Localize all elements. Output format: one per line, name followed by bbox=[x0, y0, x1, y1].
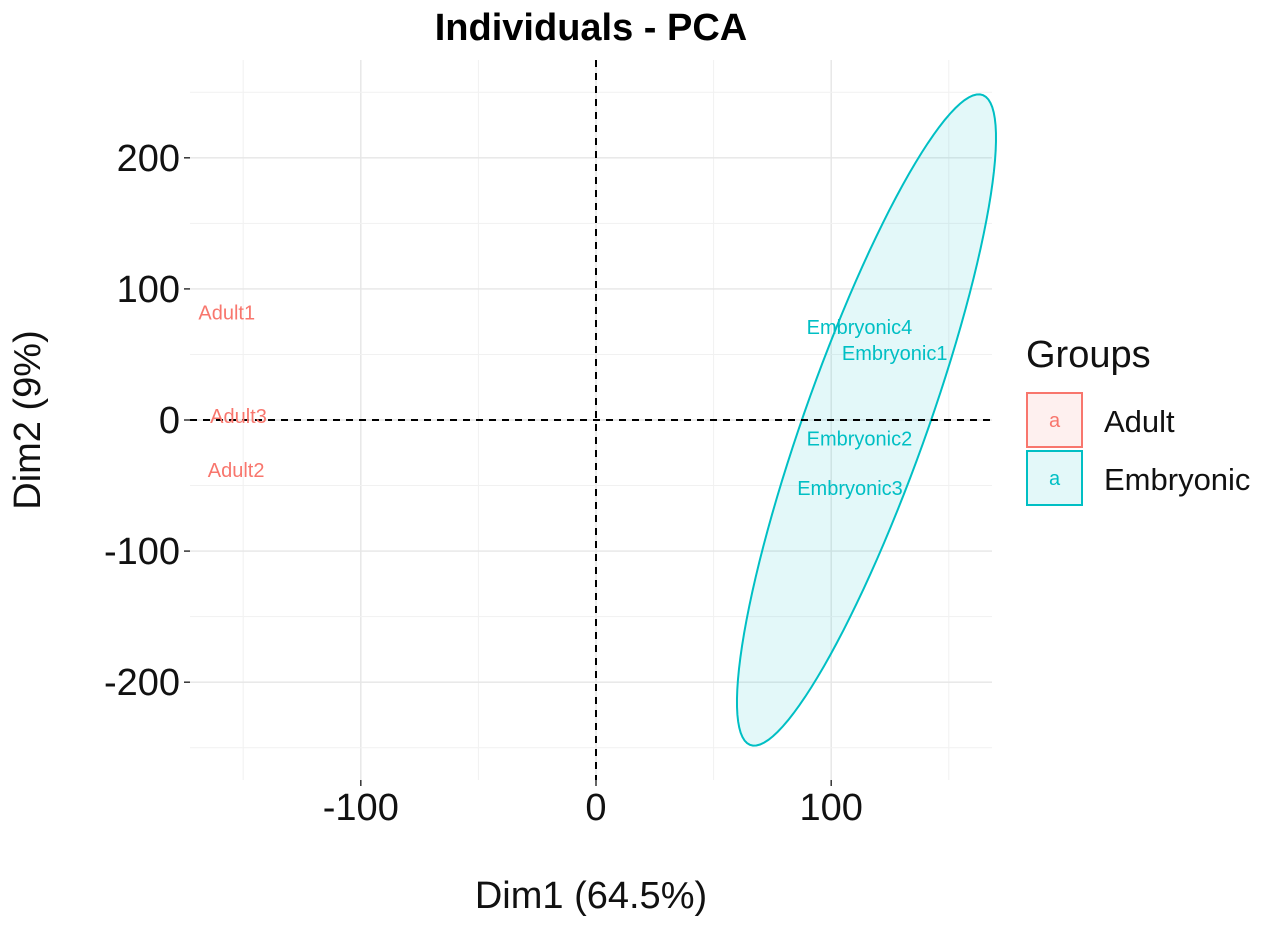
legend-label-embryonic: Embryonic bbox=[1104, 462, 1250, 497]
y-tick-label: 200 bbox=[117, 138, 180, 180]
point-label-adult3: Adult3 bbox=[210, 406, 267, 428]
point-label-adult1: Adult1 bbox=[198, 302, 255, 324]
legend-key-adult bbox=[1026, 392, 1083, 448]
x-tick-label: 100 bbox=[799, 787, 862, 829]
reference-lines bbox=[190, 60, 992, 780]
point-label-embryonic1: Embryonic1 bbox=[842, 343, 948, 365]
y-axis-label: Dim2 (9%) bbox=[7, 330, 49, 509]
point-labels: Adult1 Adult3 Adult2 Embryonic4 Embryonic1 Em… bbox=[198, 302, 947, 500]
y-tick-label: 0 bbox=[159, 400, 180, 442]
legend-key-glyph: a bbox=[1049, 468, 1061, 490]
point-label-embryonic2: Embryonic2 bbox=[807, 428, 913, 450]
legend-key-glyph: a bbox=[1049, 410, 1061, 432]
x-tick-label: -100 bbox=[323, 787, 399, 829]
chart-title: Individuals - PCA bbox=[435, 7, 747, 49]
legend-title: Groups bbox=[1026, 334, 1151, 376]
y-tick-label: 100 bbox=[117, 269, 180, 311]
legend-key-embryonic bbox=[1026, 450, 1083, 506]
point-label-embryonic3: Embryonic3 bbox=[797, 478, 903, 500]
point-label-embryonic4: Embryonic4 bbox=[807, 317, 913, 339]
x-axis-label: Dim1 (64.5%) bbox=[475, 875, 707, 917]
x-tick-label: 0 bbox=[585, 787, 606, 829]
legend-label-adult: Adult bbox=[1104, 404, 1175, 439]
legend: Groups a Adult a Embryonic bbox=[1026, 334, 1250, 506]
y-tick-label: -200 bbox=[104, 662, 180, 704]
point-label-adult2: Adult2 bbox=[208, 460, 265, 482]
axis-ticks: -200 -100 0 100 200 -100 0 100 bbox=[104, 138, 863, 829]
y-tick-label: -100 bbox=[104, 531, 180, 573]
